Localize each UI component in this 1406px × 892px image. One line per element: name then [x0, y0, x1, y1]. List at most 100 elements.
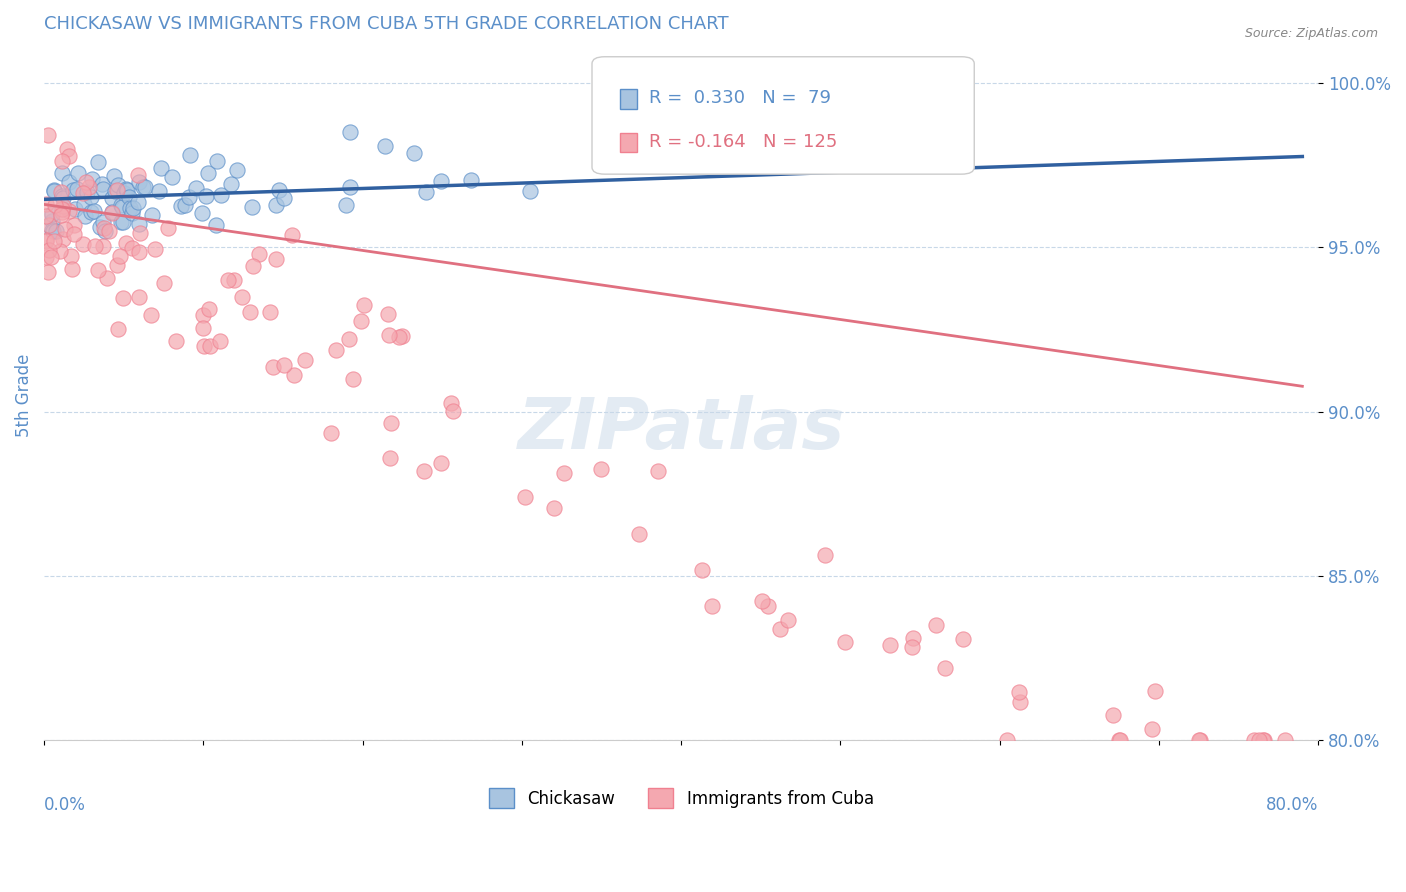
Point	[79, 179, 101, 194]
Point	[94, 224, 117, 238]
Point	[219, 177, 242, 191]
Point	[157, 220, 180, 235]
Point	[38, 243, 60, 257]
Point	[63, 202, 86, 217]
Point	[519, 184, 541, 198]
Point	[98, 224, 121, 238]
Point	[42, 183, 65, 197]
Point	[700, 599, 723, 613]
Point	[72, 236, 94, 251]
Point	[1247, 733, 1270, 747]
Point	[62, 183, 84, 197]
Point	[1109, 733, 1132, 747]
Point	[350, 313, 373, 327]
Point	[342, 372, 364, 386]
Point	[114, 186, 136, 200]
Point	[118, 190, 141, 204]
Point	[83, 203, 105, 218]
Point	[66, 182, 89, 196]
Point	[1251, 733, 1274, 747]
Point	[1253, 733, 1275, 747]
Point	[1188, 733, 1211, 747]
Point	[273, 191, 295, 205]
Point	[35, 197, 58, 211]
Point	[901, 640, 924, 654]
Point	[82, 171, 104, 186]
Point	[38, 219, 60, 233]
Point	[93, 221, 115, 235]
Point	[51, 189, 73, 203]
Point	[128, 245, 150, 260]
Point	[934, 660, 956, 674]
Point	[114, 235, 136, 250]
Y-axis label: 5th Grade: 5th Grade	[15, 353, 32, 437]
FancyBboxPatch shape	[620, 133, 637, 152]
Point	[49, 244, 72, 258]
Point	[513, 490, 536, 504]
Point	[193, 321, 215, 335]
Point	[281, 227, 304, 242]
Point	[217, 273, 239, 287]
Point	[41, 223, 63, 237]
Point	[391, 329, 413, 343]
Text: R =  0.330   N =  79: R = 0.330 N = 79	[650, 89, 831, 107]
Point	[374, 138, 396, 153]
Point	[37, 265, 59, 279]
Point	[75, 209, 97, 223]
Point	[52, 199, 75, 213]
Point	[690, 562, 713, 576]
Point	[1010, 695, 1032, 709]
Point	[55, 142, 77, 156]
Point	[553, 467, 575, 481]
Point	[193, 339, 215, 353]
Point	[150, 161, 173, 176]
Point	[139, 308, 162, 322]
Point	[647, 464, 669, 478]
Point	[1189, 733, 1212, 747]
Point	[901, 632, 924, 646]
Point	[460, 172, 482, 186]
Point	[110, 198, 132, 212]
Point	[1102, 708, 1125, 723]
Point	[440, 396, 463, 410]
Point	[1243, 733, 1265, 747]
Point	[51, 209, 73, 223]
Point	[751, 594, 773, 608]
Point	[111, 201, 134, 215]
Point	[231, 290, 253, 304]
Point	[75, 175, 97, 189]
Point	[380, 417, 402, 431]
Point	[339, 179, 361, 194]
Point	[35, 251, 58, 265]
FancyBboxPatch shape	[592, 57, 974, 174]
Point	[89, 220, 111, 235]
Point	[294, 353, 316, 368]
Point	[44, 184, 66, 198]
Point	[879, 638, 901, 652]
Point	[103, 169, 125, 183]
Point	[72, 186, 94, 201]
Point	[63, 227, 86, 242]
Point	[1108, 733, 1130, 747]
Point	[114, 181, 136, 195]
Point	[37, 128, 59, 142]
Point	[121, 201, 143, 215]
Point	[86, 263, 108, 277]
Point	[148, 184, 170, 198]
Point	[259, 305, 281, 319]
Point	[273, 358, 295, 372]
Point	[205, 218, 228, 232]
Point	[165, 334, 187, 348]
Point	[209, 334, 232, 349]
Point	[121, 206, 143, 220]
Text: R = -0.164   N = 125: R = -0.164 N = 125	[650, 134, 838, 152]
Point	[430, 456, 453, 470]
Point	[198, 339, 221, 353]
Legend: Chickasaw, Immigrants from Cuba: Chickasaw, Immigrants from Cuba	[482, 781, 880, 815]
Point	[108, 249, 131, 263]
Point	[91, 239, 114, 253]
Point	[131, 180, 153, 194]
Point	[952, 632, 974, 647]
Point	[242, 259, 264, 273]
Point	[127, 168, 149, 182]
